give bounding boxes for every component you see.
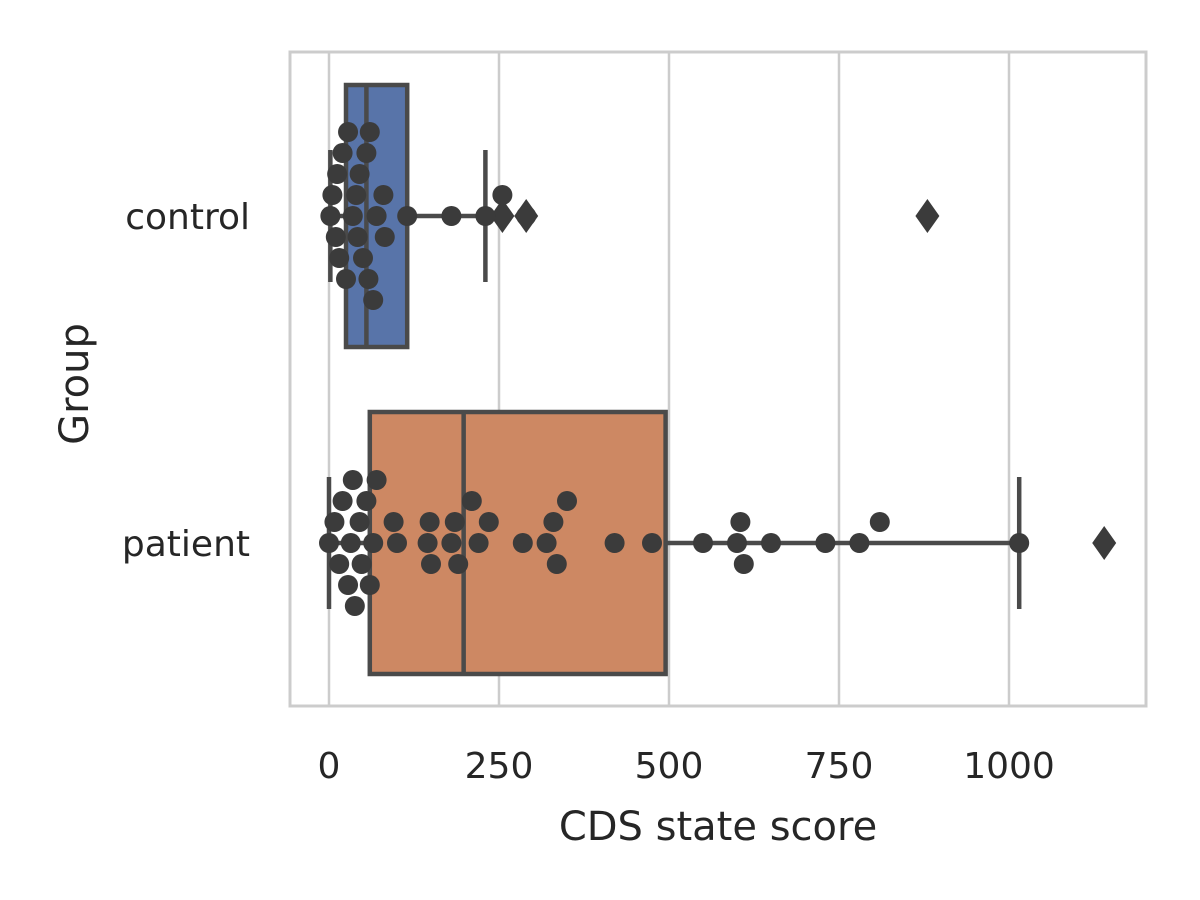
swarm-point — [320, 206, 341, 226]
swarm-point — [338, 122, 359, 142]
swarm-point — [849, 533, 870, 553]
swarm-point — [358, 269, 379, 289]
swarm-point — [730, 512, 751, 532]
swarm-point — [815, 533, 836, 553]
x-tick-label: 1000 — [963, 746, 1055, 787]
swarm-point — [329, 248, 350, 268]
outlier-marker — [490, 199, 515, 233]
swarm-point — [353, 248, 373, 268]
swarm-point — [441, 206, 462, 226]
swarm-point — [468, 533, 489, 553]
swarm-point — [478, 512, 499, 532]
swarm-point — [733, 554, 754, 574]
y-tick-labels: control patient — [122, 197, 250, 565]
swarm-point — [516, 206, 537, 226]
outlier-marker — [915, 199, 940, 233]
plot-frame — [288, 50, 1148, 708]
swarm-point — [475, 206, 496, 226]
data-points — [319, 122, 1117, 616]
swarm-point — [359, 122, 380, 142]
swarm-point — [366, 470, 387, 490]
swarm-point — [346, 185, 367, 205]
swarm-point — [557, 491, 577, 511]
swarm-point — [693, 533, 713, 553]
swarm-point — [373, 185, 394, 205]
y-axis-title: Group — [52, 323, 98, 445]
swarm-point — [444, 512, 465, 532]
swarm-point — [349, 164, 370, 184]
swarm-point — [421, 554, 441, 574]
swarm-point — [349, 512, 370, 532]
swarm-point — [397, 206, 418, 226]
swarm-point — [342, 470, 363, 490]
swarm-point — [322, 185, 343, 205]
swarm-point — [359, 575, 380, 595]
swarm-point — [340, 533, 361, 553]
y-tick-label: patient — [122, 524, 250, 565]
swarm-point — [324, 512, 345, 532]
x-tick-labels: 0 250 500 750 1000 — [318, 746, 1055, 787]
swarm-point — [387, 533, 407, 553]
outlier-marker — [1092, 526, 1117, 560]
swarm-point — [363, 290, 384, 310]
swarm-point — [546, 554, 567, 574]
swarm-point — [536, 533, 557, 553]
swarm-point — [604, 533, 625, 553]
swarm-point — [325, 227, 346, 247]
swarm-point — [417, 533, 438, 553]
swarm-point — [319, 533, 339, 553]
swarm-point — [727, 533, 747, 553]
x-axis-title: CDS state score — [559, 804, 877, 850]
swarm-point — [461, 491, 482, 511]
swarm-point — [492, 185, 513, 205]
swarm-point — [383, 512, 404, 532]
boxes — [326, 82, 1022, 677]
swarm-point — [351, 554, 372, 574]
swarm-point — [1009, 533, 1030, 553]
swarm-point — [363, 533, 384, 553]
swarm-point — [344, 596, 365, 616]
swarm-point — [419, 512, 440, 532]
x-tick-label: 0 — [318, 746, 341, 787]
swarm-point — [356, 143, 377, 163]
swarm-point — [327, 164, 348, 184]
swarm-point — [332, 491, 353, 511]
swarm-point — [366, 206, 387, 226]
swarm-point — [441, 533, 462, 553]
swarm-point — [642, 533, 662, 553]
swarm-point — [761, 533, 781, 553]
swarm-point — [869, 512, 890, 532]
swarm-point — [336, 269, 356, 289]
swarm-point — [329, 554, 350, 574]
swarm-point — [374, 227, 395, 247]
x-tick-label: 250 — [465, 746, 534, 787]
swarm-point — [448, 554, 469, 574]
swarm-point — [356, 491, 377, 511]
swarm-point — [543, 512, 564, 532]
swarm-point — [342, 206, 363, 226]
swarm-point — [338, 575, 359, 595]
x-tick-label: 500 — [635, 746, 704, 787]
x-tick-label: 750 — [805, 746, 874, 787]
swarm-point — [332, 143, 353, 163]
swarm-point — [347, 227, 368, 247]
swarm-point — [512, 533, 533, 553]
y-tick-label: control — [125, 197, 250, 238]
